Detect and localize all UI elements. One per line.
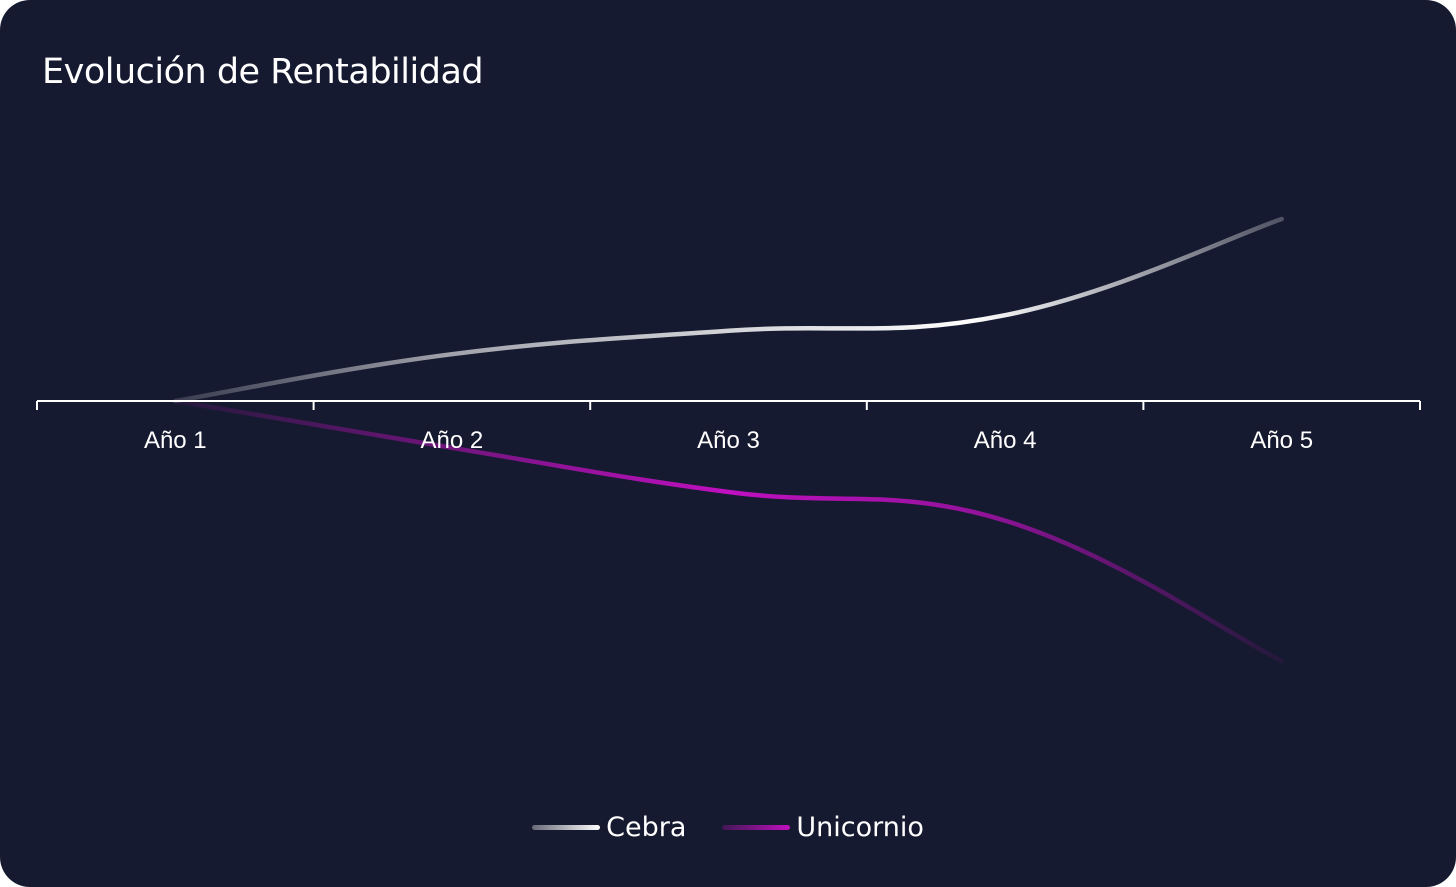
legend-label-cebra: Cebra xyxy=(606,812,687,843)
legend-label-unicornio: Unicornio xyxy=(796,812,924,843)
x-tick-label: Año 1 xyxy=(144,427,207,454)
legend-swatch-unicornio xyxy=(722,825,791,830)
series-line-cebra xyxy=(173,216,1284,404)
legend-swatch-cebra xyxy=(532,825,601,830)
x-tick-label: Año 4 xyxy=(974,427,1037,454)
x-tick-label: Año 3 xyxy=(697,427,760,454)
legend-item-cebra[interactable]: Cebra xyxy=(532,812,686,843)
x-tick-label: Año 5 xyxy=(1250,427,1313,454)
legend: Cebra Unicornio xyxy=(0,812,1456,843)
x-tick-label: Año 2 xyxy=(421,427,484,454)
series-line-unicornio xyxy=(173,398,1284,664)
chart-title: Evolución de Rentabilidad xyxy=(42,52,484,92)
legend-item-unicornio[interactable]: Unicornio xyxy=(722,812,924,843)
